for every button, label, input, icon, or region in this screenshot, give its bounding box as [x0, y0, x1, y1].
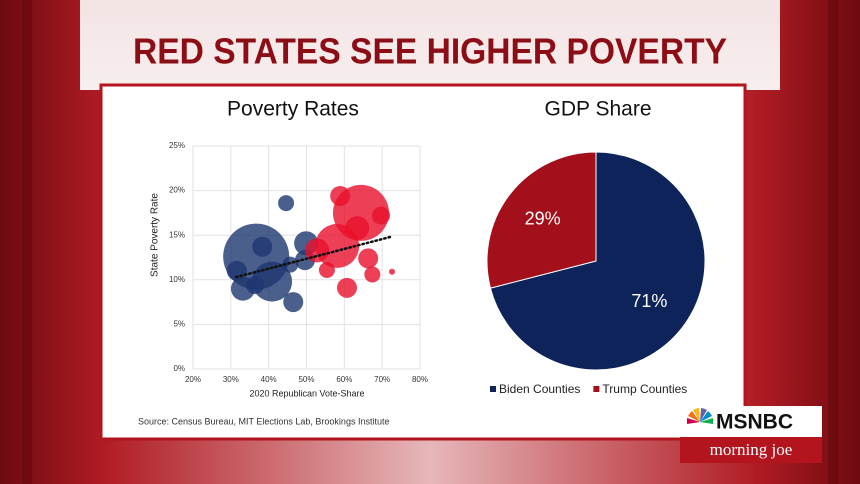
bubble	[283, 292, 304, 313]
x-tick-label: 70%	[374, 375, 390, 384]
pie-slice	[489, 151, 706, 371]
logo-bottom	[680, 437, 822, 463]
title-band	[80, 0, 780, 90]
x-tick-label: 30%	[223, 375, 239, 384]
slice-label: 71%	[631, 291, 667, 311]
bubble	[364, 266, 381, 283]
x-tick-label: 20%	[185, 375, 201, 384]
y-tick-label: 5%	[173, 320, 185, 329]
bubble	[252, 236, 273, 257]
source: Source: Census Bureau, MIT Elections Lab…	[138, 416, 389, 426]
legend-swatch	[593, 386, 600, 392]
y-tick-label: 15%	[169, 230, 185, 239]
chart-title: GDP Share	[545, 98, 652, 121]
bubble	[282, 256, 299, 273]
stripe	[828, 0, 838, 484]
y-axis-label: State Poverty Rate	[150, 193, 161, 277]
bubble	[246, 276, 265, 295]
legend-label: Trump Counties	[602, 382, 687, 396]
bubble	[345, 216, 370, 241]
bubble	[358, 248, 379, 269]
y-tick-label: 25%	[169, 141, 185, 150]
y-tick-label: 0%	[173, 364, 185, 373]
bubble	[305, 238, 330, 263]
x-axis-label: 2020 Republican Vote-Share	[249, 388, 364, 398]
pie-slice	[486, 151, 597, 289]
show: morning joe	[710, 440, 793, 459]
logo: MSNBC morning joe	[680, 406, 822, 463]
slice-label: 29%	[525, 208, 561, 228]
x-tick-label: 50%	[298, 375, 314, 384]
bubble	[372, 206, 391, 225]
x-tick-label: 60%	[336, 375, 352, 384]
x-tick-label: 80%	[412, 375, 428, 384]
bubble	[278, 195, 295, 212]
chart-title: Poverty Rates	[227, 98, 359, 121]
legend-swatch	[490, 386, 496, 392]
trend-line	[234, 235, 392, 279]
x-tick-label: 40%	[261, 375, 277, 384]
network: MSNBC	[716, 411, 793, 434]
bubble	[330, 185, 351, 206]
y-tick-label: 20%	[169, 186, 185, 195]
y-tick-label: 10%	[169, 275, 185, 284]
bubble	[252, 261, 293, 302]
stripe	[22, 0, 32, 484]
bubble	[336, 277, 357, 298]
peacock	[687, 408, 713, 424]
bubble	[318, 261, 335, 278]
headline: RED STATES SEE HIGHER POVERTY	[133, 31, 727, 72]
bubble	[389, 268, 396, 275]
legend-label: Biden Counties	[499, 382, 580, 396]
